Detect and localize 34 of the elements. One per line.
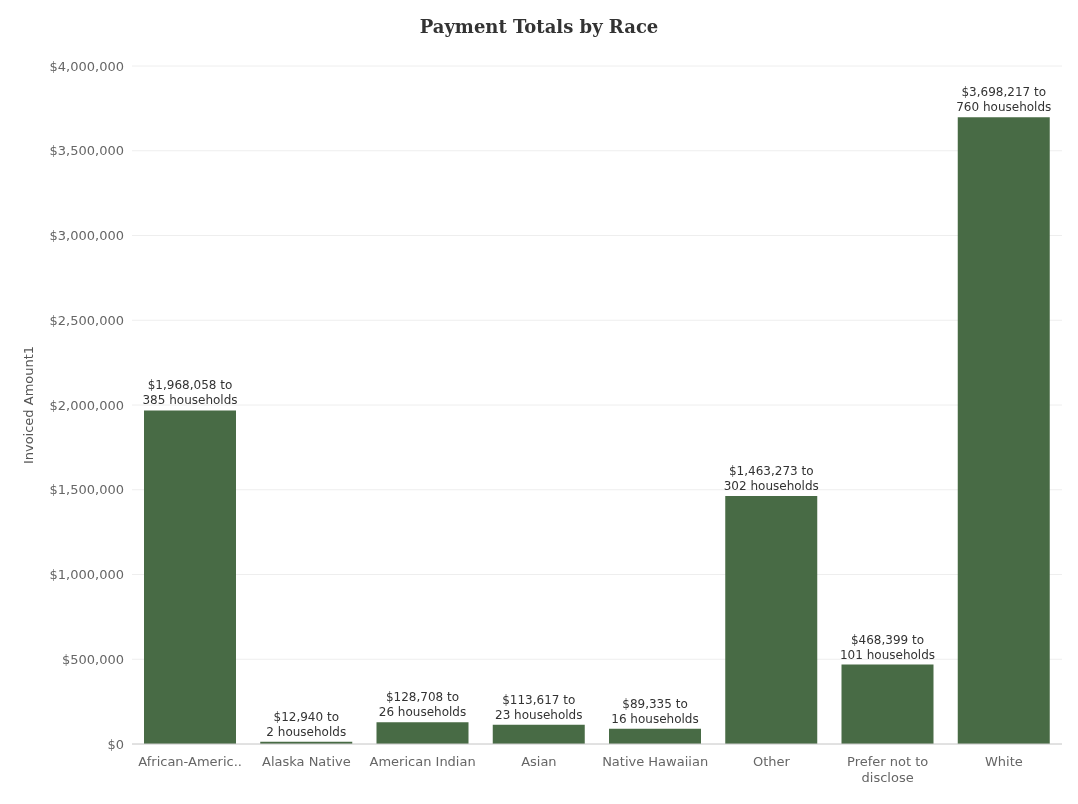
y-tick-label: $3,000,000 [49, 228, 124, 244]
y-tick-label: $1,500,000 [49, 482, 124, 498]
bar [841, 664, 934, 744]
y-tick-label: $0 [107, 736, 124, 752]
bar [492, 724, 585, 744]
x-tick-label: Asian [521, 754, 557, 769]
y-tick-label: $1,000,000 [49, 567, 124, 583]
y-tick-label: $2,500,000 [49, 312, 124, 328]
bar [376, 722, 469, 744]
data-label: $1,968,058 to 385 households [142, 378, 238, 408]
x-tick-label: Alaska Native [262, 754, 351, 769]
y-tick-label: $2,000,000 [49, 397, 124, 413]
x-tick-label: Prefer not to disclose [847, 754, 929, 785]
x-tick-label: Native Hawaiian [602, 754, 709, 769]
bar [957, 117, 1050, 744]
data-label: $128,708 to 26 households [378, 690, 467, 720]
data-label: $89,335 to 16 households [611, 696, 699, 726]
bar [609, 728, 701, 744]
chart-title: Payment Totals by Race [418, 15, 660, 39]
x-tick-label: Other [752, 754, 791, 769]
y-axis-title: Invoiced Amount1 [20, 345, 36, 465]
data-label: $12,940 to 2 households [266, 709, 347, 739]
y-tick-label: $4,000,000 [49, 58, 124, 74]
bar [725, 495, 818, 744]
data-label: $468,399 to 101 households [839, 632, 936, 662]
y-tick-label: $500,000 [61, 651, 124, 667]
y-tick-label: $3,500,000 [49, 143, 124, 159]
data-label: $3,698,217 to 760 households [956, 85, 1052, 115]
x-tick-label: White [984, 754, 1023, 769]
x-tick-label: American Indian [369, 754, 476, 769]
data-label: $113,617 to 23 households [495, 692, 583, 722]
x-tick-label: African-Americ.. [138, 754, 242, 769]
data-label: $1,463,273 to 302 households [723, 463, 819, 493]
bar [144, 410, 236, 744]
